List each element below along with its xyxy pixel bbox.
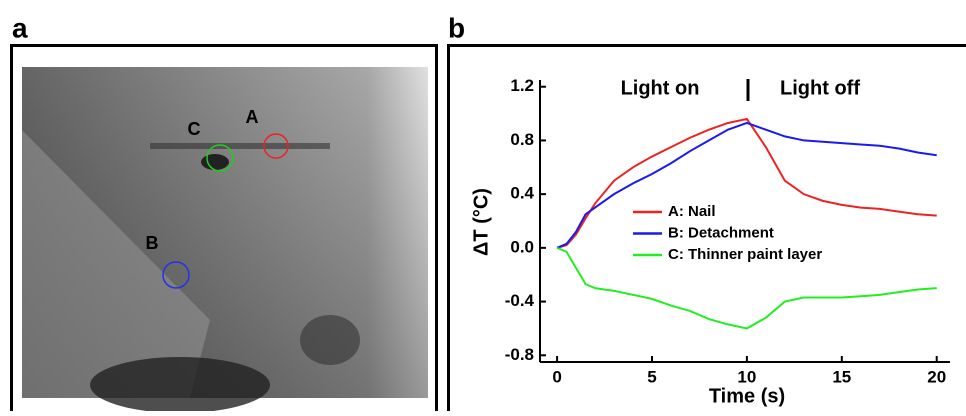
image-label: C <box>188 119 201 139</box>
y-tick-label: 1.2 <box>510 76 534 95</box>
x-tick-label: 5 <box>647 367 656 386</box>
photo <box>22 67 428 411</box>
image-label: B <box>146 233 159 253</box>
y-tick-label: -0.4 <box>505 291 535 310</box>
panel-label: a <box>12 12 28 43</box>
y-tick-label: -0.8 <box>505 345 534 364</box>
x-tick-label: 15 <box>832 367 851 386</box>
y-tick-label: 0.0 <box>510 237 534 256</box>
legend-label: A: Nail <box>668 203 716 220</box>
y-tick-label: 0.8 <box>510 130 534 149</box>
x-tick-label: 20 <box>927 367 946 386</box>
annotation: Light on <box>621 77 700 99</box>
panel-label: b <box>448 12 465 43</box>
x-axis-label: Time (s) <box>709 385 785 407</box>
legend-label: B: Detachment <box>668 224 774 241</box>
annotation: Light off <box>780 77 860 99</box>
x-tick-label: 0 <box>552 367 561 386</box>
image-label: A <box>246 107 259 127</box>
x-tick-label: 10 <box>737 367 756 386</box>
legend-label: C: Thinner paint layer <box>668 246 822 263</box>
y-axis-label: ΔT (°C) <box>470 188 492 256</box>
y-tick-label: 0.4 <box>510 184 534 203</box>
